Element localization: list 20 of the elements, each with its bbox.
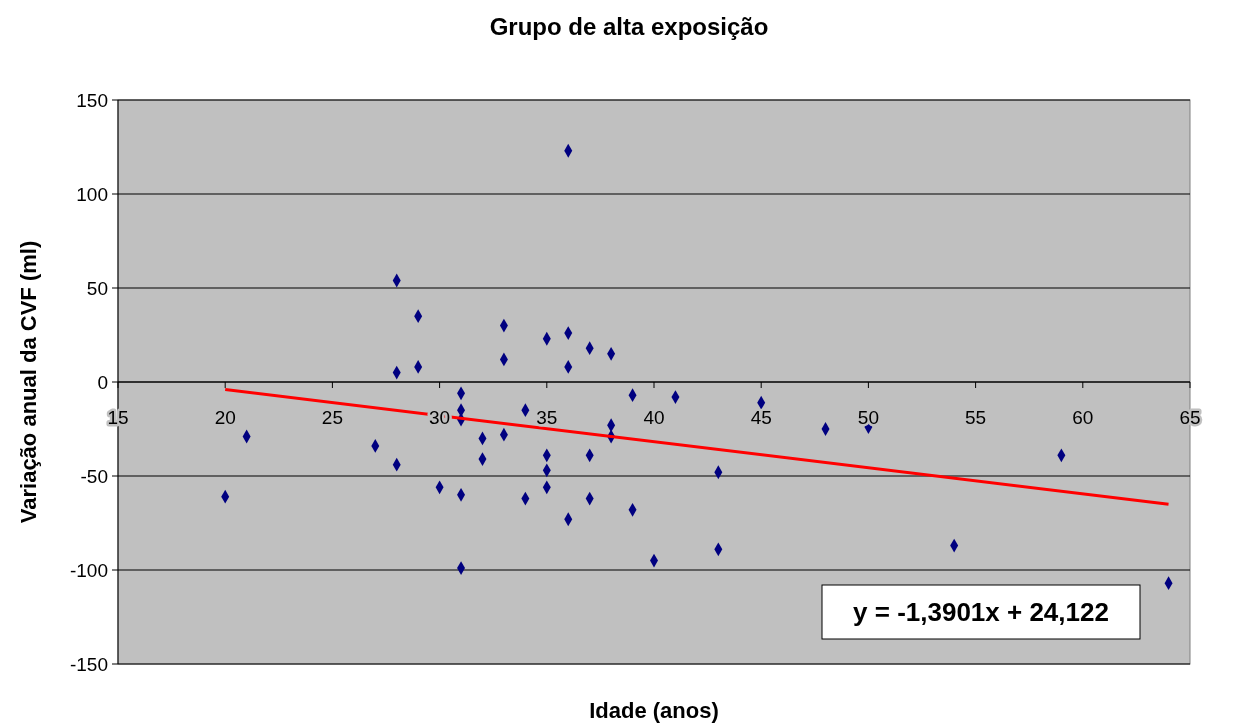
x-tick-label: 40 [643, 407, 665, 428]
y-tick-label: 150 [76, 89, 108, 111]
x-tick-label: 45 [750, 407, 772, 428]
x-tick-label: 60 [1072, 407, 1094, 428]
y-tick-label: -150 [69, 653, 108, 675]
chart-title: Grupo de alta exposição [489, 13, 769, 40]
y-tick-label: 50 [86, 277, 108, 299]
y-axis-title: Variação anual da CVF (ml) [16, 240, 41, 524]
y-tick-label: -50 [80, 465, 108, 487]
x-tick-label: 20 [214, 407, 236, 428]
y-tick-label: -100 [69, 559, 108, 581]
y-tick-label: 100 [76, 183, 108, 205]
x-tick-label: 25 [321, 407, 343, 428]
x-tick-label: 55 [965, 407, 987, 428]
x-axis-title: Idade (anos) [589, 698, 719, 723]
y-tick-label: 0 [97, 371, 108, 393]
x-tick-label: 35 [536, 407, 558, 428]
x-tick-label: 50 [857, 407, 879, 428]
annotation: y = -1,3901x + 24,122 [853, 597, 1109, 627]
x-tick-label: 65 [1179, 407, 1201, 428]
